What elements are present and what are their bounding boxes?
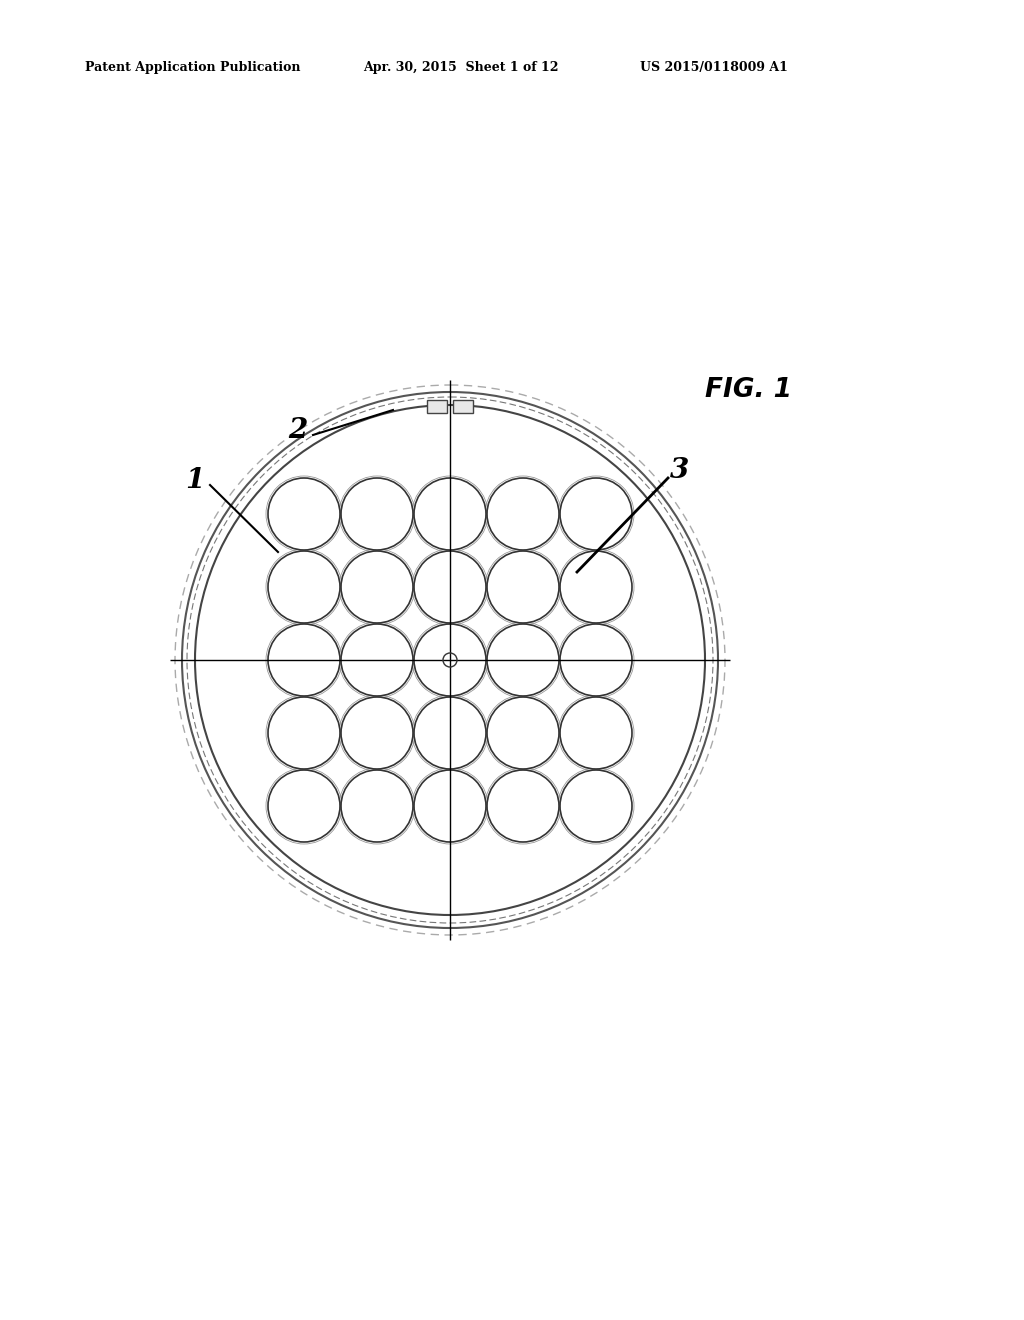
Circle shape (414, 478, 486, 550)
Circle shape (195, 405, 705, 915)
Text: Apr. 30, 2015  Sheet 1 of 12: Apr. 30, 2015 Sheet 1 of 12 (362, 62, 558, 74)
Bar (427, 400, 447, 413)
Circle shape (268, 697, 340, 770)
Text: Patent Application Publication: Patent Application Publication (85, 62, 300, 74)
Text: FIG. 1: FIG. 1 (705, 378, 792, 403)
Circle shape (487, 697, 559, 770)
Circle shape (341, 478, 413, 550)
Circle shape (560, 624, 632, 696)
Circle shape (560, 550, 632, 623)
Circle shape (414, 770, 486, 842)
Circle shape (487, 624, 559, 696)
Circle shape (414, 624, 486, 696)
Circle shape (560, 478, 632, 550)
Circle shape (341, 624, 413, 696)
Bar (453, 400, 473, 413)
Circle shape (268, 624, 340, 696)
Text: 2: 2 (289, 417, 307, 444)
Text: US 2015/0118009 A1: US 2015/0118009 A1 (640, 62, 787, 74)
Circle shape (560, 770, 632, 842)
Circle shape (268, 478, 340, 550)
Circle shape (268, 770, 340, 842)
Text: 3: 3 (671, 457, 689, 483)
Circle shape (414, 550, 486, 623)
Circle shape (487, 770, 559, 842)
Circle shape (341, 770, 413, 842)
Circle shape (487, 550, 559, 623)
Circle shape (414, 697, 486, 770)
Circle shape (268, 550, 340, 623)
Circle shape (487, 478, 559, 550)
Circle shape (341, 697, 413, 770)
Circle shape (341, 550, 413, 623)
Circle shape (560, 697, 632, 770)
Text: 1: 1 (185, 466, 205, 494)
